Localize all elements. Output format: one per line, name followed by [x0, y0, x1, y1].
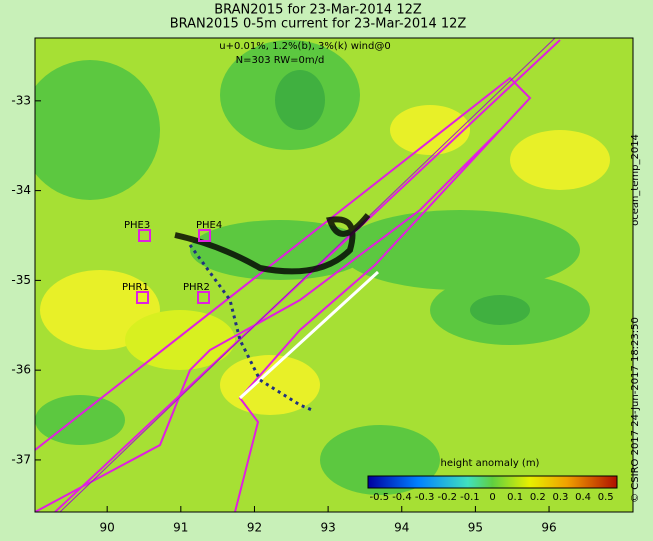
credit: © CSIRO 2017 24-Jun-2017 18:23:50 [630, 317, 641, 503]
colorbar-tick-label: -0.3 [415, 492, 435, 503]
colorbar-tick-label: 0.2 [530, 492, 546, 503]
site-label: PHE3 [124, 220, 150, 231]
y-tick-label: -33 [11, 93, 31, 107]
x-tick-label: 92 [247, 521, 262, 535]
colorbar-tick-label: 0.1 [507, 492, 523, 503]
x-tick-label: 95 [468, 521, 483, 535]
colorbar-tick-label: 0 [489, 492, 495, 503]
colorbar-tick-label: -0.5 [370, 492, 390, 503]
colorbar-tick-label: 0.5 [598, 492, 614, 503]
y-tick-label: -35 [11, 273, 31, 287]
y-tick-label: -34 [11, 183, 31, 197]
x-tick-label: 96 [541, 521, 556, 535]
site-label: PHR2 [183, 282, 210, 293]
x-tick-label: 94 [394, 521, 409, 535]
product-label: ocean_temp_2014 [630, 134, 641, 226]
x-tick-label: 91 [173, 521, 188, 535]
colorbar-tick-label: -0.4 [392, 492, 412, 503]
site-label: PHE4 [196, 220, 222, 231]
x-tick-label: 93 [320, 521, 335, 535]
colorbar [367, 475, 618, 489]
subtitle: BRAN2015 0-5m current for 23-Mar-2014 12… [170, 17, 467, 32]
colorbar-tick-label: 0.4 [575, 492, 591, 503]
site-label: PHR1 [122, 282, 149, 293]
x-tick-label: 90 [100, 521, 115, 535]
y-tick-label: -36 [11, 363, 31, 377]
plot-frame [34, 37, 634, 513]
colorbar-tick-label: -0.1 [460, 492, 480, 503]
colorbar-tick-label: -0.2 [437, 492, 457, 503]
y-tick-label: -37 [11, 452, 31, 466]
colorbar-label: height anomaly (m) [441, 458, 540, 469]
field [35, 38, 633, 512]
colorbar-tick-label: 0.3 [552, 492, 568, 503]
title: BRAN2015 for 23-Mar-2014 12Z [214, 3, 422, 18]
annotation: u+0.01%, 1.2%(b), 3%(k) wind@0 [219, 41, 390, 52]
site-markers [136, 229, 211, 304]
annotation: N=303 RW=0m/d [236, 55, 325, 66]
